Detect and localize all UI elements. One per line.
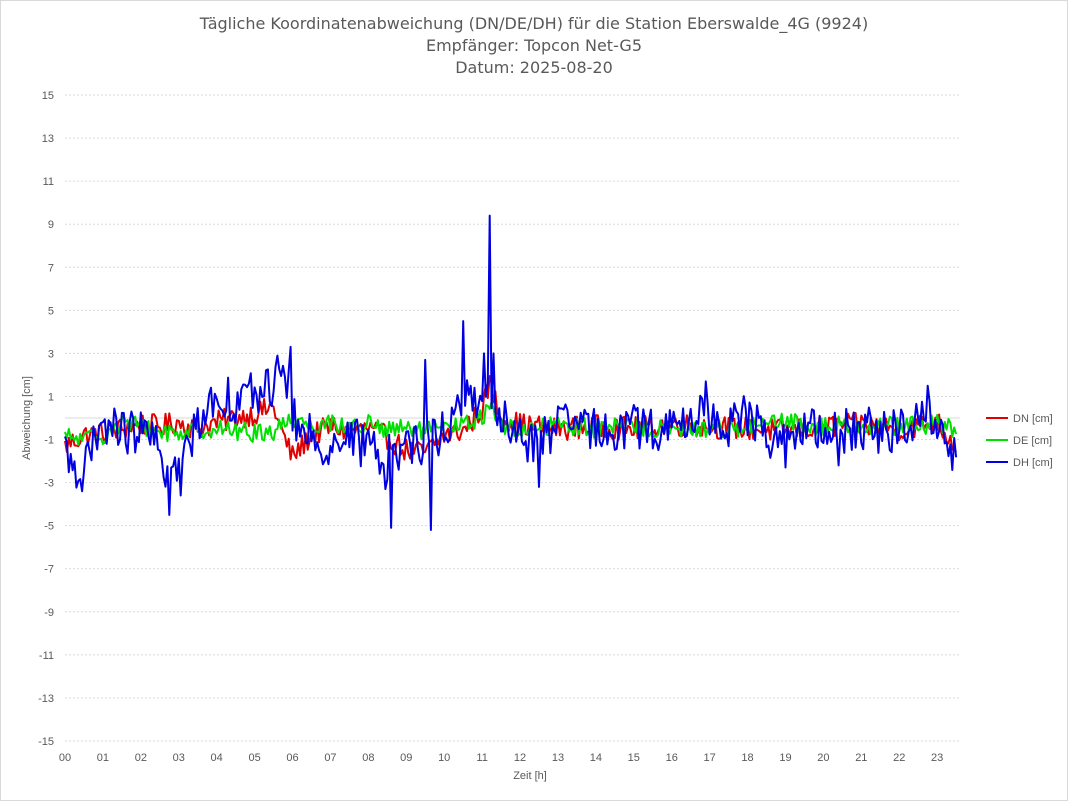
data-series	[64, 214, 958, 531]
x-tick-label: 23	[931, 752, 943, 764]
y-tick-label: -15	[38, 736, 54, 748]
y-tick-label: 1	[48, 391, 54, 403]
x-tick-label: 04	[211, 752, 223, 764]
y-tick-label: -13	[38, 693, 54, 705]
x-tick-label: 12	[514, 752, 526, 764]
y-axis-label: Abweichung [cm]	[21, 376, 33, 460]
x-tick-label: 17	[704, 752, 716, 764]
x-tick-label: 22	[893, 752, 905, 764]
x-tick-label: 11	[476, 752, 487, 764]
x-tick-label: 05	[248, 752, 260, 764]
legend: DN [cm] DE [cm] DH [cm]	[986, 413, 1053, 469]
y-tick-label: -1	[44, 435, 54, 447]
x-axis-tick-labels: 00 01 02 03 04 05 06 07 08 09 10 11 12 13 14 15 16 17 18 19…	[59, 752, 943, 764]
y-tick-label: -7	[44, 564, 54, 576]
x-tick-label: 02	[135, 752, 147, 764]
x-tick-label: 19	[779, 752, 791, 764]
x-tick-label: 21	[855, 752, 867, 764]
legend-label: DE [cm]	[1013, 435, 1052, 447]
series-line-dh	[64, 214, 958, 531]
y-tick-label: 13	[42, 133, 54, 145]
chart-title-line-3: Datum: 2025-08-20	[455, 58, 613, 77]
y-tick-label: -11	[39, 650, 54, 662]
x-tick-label: 03	[173, 752, 185, 764]
y-tick-label: -3	[44, 478, 54, 490]
legend-label: DN [cm]	[1013, 413, 1053, 425]
y-tick-label: -5	[44, 521, 54, 533]
x-tick-label: 20	[817, 752, 829, 764]
chart-title-line-1: Tägliche Koordinatenabweichung (DN/DE/DH…	[199, 14, 868, 34]
x-tick-label: 01	[97, 752, 109, 764]
chart-title: Tägliche Koordinatenabweichung (DN/DE/DH…	[199, 14, 868, 77]
x-tick-label: 09	[400, 752, 412, 764]
chart-title-line-2: Empfänger: Topcon Net-G5	[426, 36, 642, 55]
y-tick-label: -9	[44, 607, 54, 619]
y-tick-label: 11	[43, 176, 54, 188]
y-tick-label: 9	[48, 219, 54, 231]
legend-label: DH [cm]	[1013, 457, 1053, 469]
x-tick-label: 14	[590, 752, 602, 764]
y-tick-label: 15	[42, 90, 54, 102]
x-tick-label: 16	[666, 752, 678, 764]
y-axis-tick-labels: 15 13 11 9 7 5 3 1 -1 -3 -5 -7 -9 -11 -13 -15	[38, 90, 54, 748]
x-tick-label: 10	[438, 752, 450, 764]
x-tick-label: 15	[628, 752, 640, 764]
x-tick-label: 06	[286, 752, 298, 764]
y-tick-label: 5	[48, 305, 54, 317]
x-tick-label: 08	[362, 752, 374, 764]
y-tick-label: 7	[48, 262, 54, 274]
x-tick-label: 13	[552, 752, 564, 764]
y-tick-label: 3	[48, 348, 54, 360]
x-tick-label: 18	[741, 752, 753, 764]
x-tick-label: 07	[324, 752, 336, 764]
x-axis-label: Zeit [h]	[513, 770, 547, 782]
x-tick-label: 00	[59, 752, 71, 764]
